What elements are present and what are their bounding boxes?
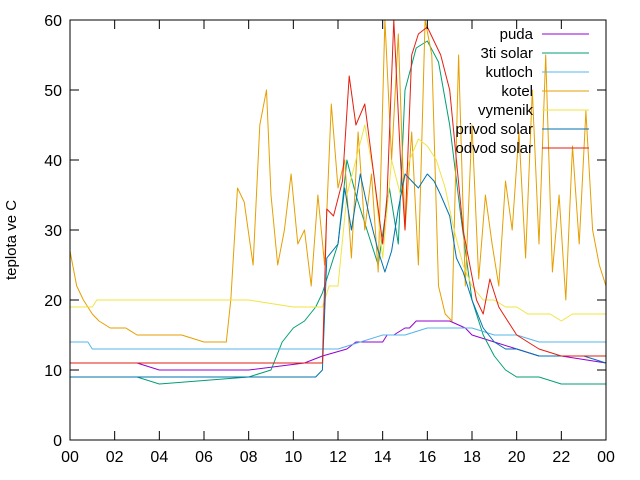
y-tick-label: 40 <box>44 153 62 170</box>
x-tick-label: 00 <box>61 449 79 466</box>
x-tick-label: 10 <box>284 449 302 466</box>
x-tick-label: 04 <box>150 449 168 466</box>
x-tick-label: 14 <box>374 449 392 466</box>
y-tick-label: 30 <box>44 223 62 240</box>
legend-label-vymenik: vymenik <box>478 102 534 119</box>
plot-frame <box>69 19 607 441</box>
series-line-vymenik <box>70 124 606 322</box>
legend-label-odvod-solar: odvod solar <box>455 140 533 157</box>
series-lines <box>69 19 607 385</box>
x-tick-label: 16 <box>418 449 436 466</box>
series-line-kotel <box>69 19 607 343</box>
x-tick-label: 20 <box>508 449 526 466</box>
y-tick-label: 20 <box>44 293 62 310</box>
x-tick-label: 18 <box>463 449 481 466</box>
legend: puda 3ti solar kutloch kotel vymenik privod s… <box>455 26 589 157</box>
x-tick-label: 02 <box>106 449 124 466</box>
x-tick-label: 12 <box>329 449 347 466</box>
legend-label-privod-solar: privod solar <box>455 121 533 138</box>
x-tick-label: 06 <box>195 449 213 466</box>
series-line-odvod-solar <box>70 19 606 364</box>
legend-label-puda: puda <box>500 26 534 43</box>
y-tick-label: 0 <box>53 433 62 450</box>
y-tick-label: 50 <box>44 83 62 100</box>
x-tick-label: 22 <box>552 449 570 466</box>
x-tick-label: 08 <box>240 449 258 466</box>
series-line-puda <box>70 320 607 371</box>
legend-label-3ti-solar: 3ti solar <box>480 45 533 62</box>
legend-label-kotel: kotel <box>501 83 533 100</box>
legend-label-kutloch: kutloch <box>485 64 533 81</box>
x-tick-label: 00 <box>597 449 615 466</box>
y-tick-label: 10 <box>44 363 62 380</box>
y-tick-label: 60 <box>44 13 62 30</box>
series-line-kutloch <box>70 327 606 350</box>
series-line-privod-solar <box>70 173 607 378</box>
y-axis-title: teplota ve C <box>3 200 20 280</box>
